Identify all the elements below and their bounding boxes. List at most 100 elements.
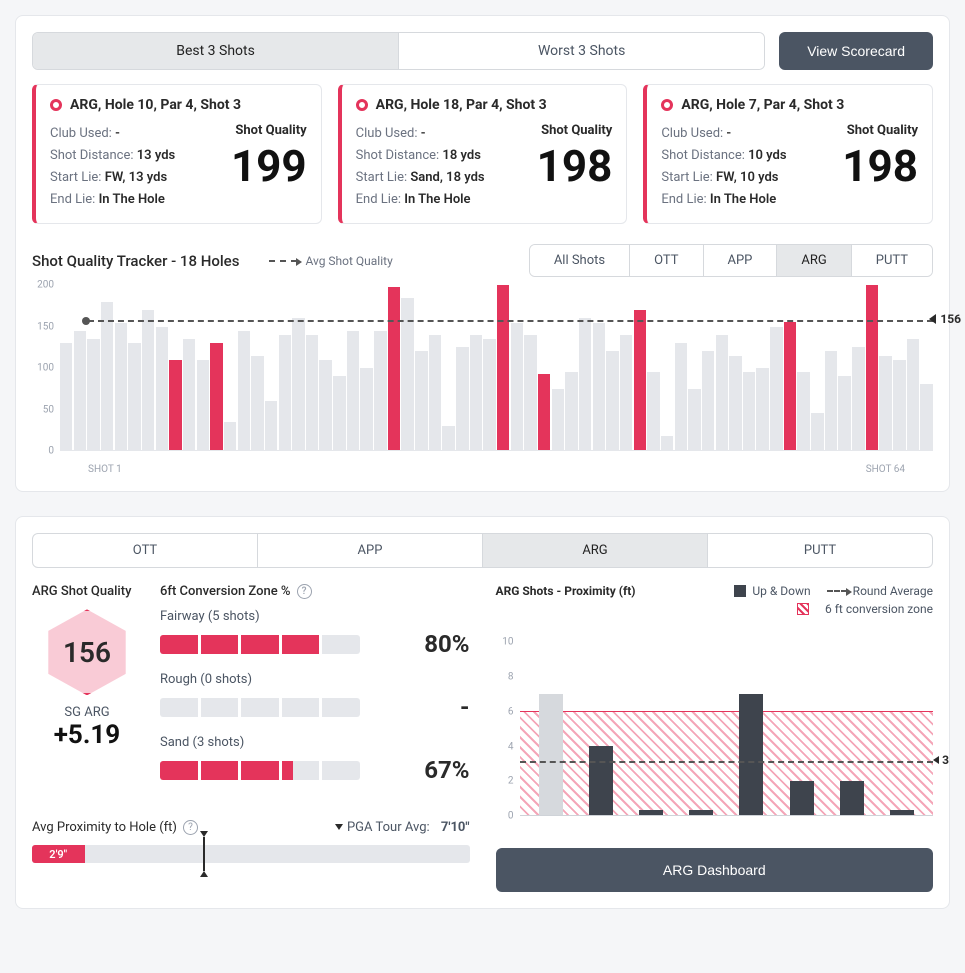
shot-card-title: ARG, Hole 18, Par 4, Shot 3 (376, 97, 547, 113)
proximity-bar (790, 781, 814, 816)
proximity-bar (890, 810, 914, 815)
avgprox-fill: 2'9" (32, 845, 85, 863)
filter-tab-putt[interactable]: PUTT (851, 245, 932, 276)
shot-quality-summary: ARG Shot Quality 156 SG ARG +5.19 (32, 584, 142, 798)
legend-swatch-zone (797, 603, 809, 615)
chart-bar (852, 347, 864, 450)
chart-bar (292, 318, 304, 450)
chart-bar (388, 287, 400, 450)
chart-bar (197, 360, 209, 451)
chart-bar (87, 339, 99, 450)
shot-quality-value: 198 (842, 144, 918, 188)
sg-value: +5.19 (32, 720, 142, 750)
chart-bar (115, 323, 127, 451)
sq-title: ARG Shot Quality (32, 584, 142, 599)
proximity-bar (539, 694, 563, 816)
shot-card[interactable]: ARG, Hole 18, Par 4, Shot 3 Club Used: -… (338, 84, 628, 224)
chart-bars: 156 (60, 285, 933, 451)
chart-bar (756, 368, 768, 451)
tracker-title: Shot Quality Tracker - 18 Holes (32, 252, 239, 270)
prox-chart-inner: 3 (520, 624, 934, 816)
chart-bar (156, 327, 168, 451)
x-label-last: SHOT 64 (866, 464, 905, 475)
chart-bar (729, 356, 741, 451)
avg-proximity-section: Avg Proximity to Hole (ft) ? PGA Tour Av… (32, 820, 470, 863)
ring-icon (50, 99, 62, 111)
chart-bar (920, 384, 932, 450)
chart-bar (456, 347, 468, 450)
conv-bar (160, 761, 360, 780)
chart-bar (306, 335, 318, 451)
proximity-bar (739, 694, 763, 816)
conversion-item: Fairway (5 shots) 80% (160, 609, 470, 658)
sg-label: SG ARG (32, 705, 142, 720)
shot-meta: Club Used: - Shot Distance: 13 yds Start… (50, 123, 175, 211)
proximity-chart: 0246810 3 (496, 624, 934, 834)
category-tab-ott[interactable]: OTT (33, 534, 257, 567)
proximity-bar (689, 810, 713, 815)
x-label-first: SHOT 1 (88, 464, 122, 475)
ring-icon (661, 99, 673, 111)
panel2-right: ARG Shots - Proximity (ft) Up & Down Rou… (496, 584, 934, 892)
filter-tab-ott[interactable]: OTT (629, 245, 702, 276)
avg-quality-label: Avg Shot Quality (305, 254, 392, 268)
chart-bar (224, 422, 236, 451)
filter-tab-arg[interactable]: ARG (776, 245, 850, 276)
shot-quality-label: Shot Quality (231, 123, 307, 138)
chart-bar (169, 360, 181, 451)
chart-bar (142, 310, 154, 450)
arg-dashboard-button[interactable]: ARG Dashboard (496, 848, 934, 892)
chart-bar (797, 372, 809, 450)
category-tab-arg[interactable]: ARG (482, 534, 707, 567)
conversion-item: Sand (3 shots) 67% (160, 735, 470, 784)
chart-y-axis: 050100150200 (32, 285, 56, 451)
chart-bar (524, 335, 536, 451)
shot-card[interactable]: ARG, Hole 10, Par 4, Shot 3 Club Used: -… (32, 84, 322, 224)
shot-quality-panel: Best 3 Shots Worst 3 Shots View Scorecar… (15, 15, 950, 492)
chart-bar (552, 389, 564, 451)
prox-avg-value: 3 (933, 753, 949, 767)
prox-y-axis: 0246810 (496, 624, 516, 816)
prox-title: ARG Shots - Proximity (ft) (496, 584, 636, 598)
chart-bar (238, 331, 250, 451)
help-icon[interactable]: ? (297, 584, 312, 599)
chart-bar (606, 351, 618, 450)
chart-bar (347, 331, 359, 451)
conv-pct: - (460, 693, 469, 721)
chart-bar (688, 389, 700, 451)
chart-bar (620, 335, 632, 451)
category-tab-app[interactable]: APP (257, 534, 482, 567)
avgprox-bar: 2'9" (32, 845, 470, 863)
top-controls: Best 3 Shots Worst 3 Shots View Scorecar… (32, 32, 933, 70)
chart-x-labels: SHOT 1 SHOT 64 (60, 464, 933, 475)
chart-bar (497, 285, 509, 450)
conv-name: Sand (3 shots) (160, 735, 470, 750)
proximity-legend: ARG Shots - Proximity (ft) Up & Down Rou… (496, 584, 934, 598)
view-scorecard-button[interactable]: View Scorecard (779, 32, 933, 70)
help-icon[interactable]: ? (183, 820, 198, 835)
filter-tab-app[interactable]: APP (703, 245, 777, 276)
tracker-filter-tabs: All ShotsOTTAPPARGPUTT (529, 244, 933, 277)
conv-pct: 80% (424, 630, 469, 658)
avgprox-marker (203, 837, 205, 871)
conv-bar (160, 698, 360, 717)
chart-bar (511, 323, 523, 451)
conversion-list: Fairway (5 shots) 80% Rough (0 shots) - … (160, 609, 470, 784)
chart-bar (907, 339, 919, 450)
chart-bar (429, 335, 441, 451)
filter-tab-all-shots[interactable]: All Shots (530, 245, 629, 276)
chart-bar (101, 302, 113, 451)
chart-bar (565, 372, 577, 450)
shot-card[interactable]: ARG, Hole 7, Par 4, Shot 3 Club Used: - … (643, 84, 933, 224)
tab-worst-shots[interactable]: Worst 3 Shots (398, 33, 764, 69)
proximity-bar (589, 746, 613, 815)
category-tab-putt[interactable]: PUTT (707, 534, 932, 567)
arg-detail-panel: OTTAPPARGPUTT ARG Shot Quality 156 SG AR… (15, 516, 950, 909)
quality-value: 156 (63, 636, 111, 669)
pga-label: PGA Tour Avg: (347, 820, 430, 835)
chart-bar (265, 401, 277, 451)
chart-bar (74, 331, 86, 451)
chart-bar (825, 351, 837, 450)
pga-avg-indicator: PGA Tour Avg: 7'10" (335, 820, 470, 835)
tab-best-shots[interactable]: Best 3 Shots (33, 33, 398, 69)
